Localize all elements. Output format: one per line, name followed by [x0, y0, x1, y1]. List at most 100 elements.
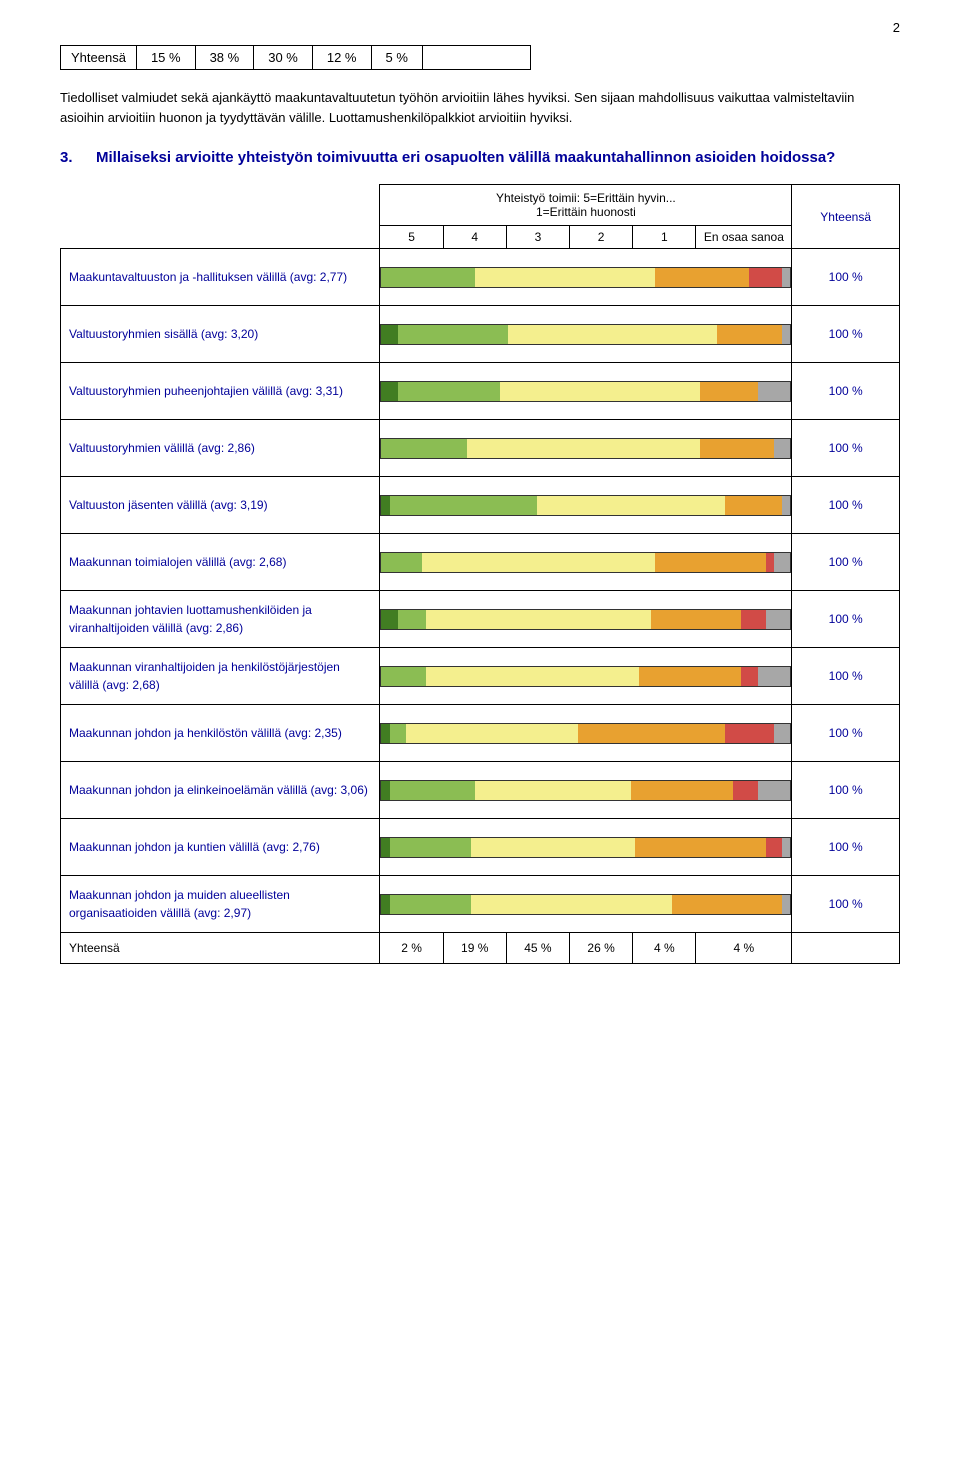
summary-label: Yhteensä [61, 46, 137, 70]
bar-cell [380, 648, 792, 705]
scale-header-line2: 1=Erittäin huonosti [384, 205, 787, 219]
row-label: Valtuustoryhmien välillä (avg: 2,86) [61, 420, 380, 477]
row-label: Maakunnan johtavien luottamushenkilöiden… [61, 591, 380, 648]
row-total: 100 % [792, 648, 900, 705]
total-header: Yhteensä [792, 185, 900, 249]
table-row: Maakunnan toimialojen välillä (avg: 2,68… [61, 534, 900, 591]
table-row: Maakunnan johtavien luottamushenkilöiden… [61, 591, 900, 648]
bar-segment [741, 667, 757, 686]
bar-segment [578, 724, 725, 743]
bar-segment [782, 838, 790, 857]
bar-segment [655, 268, 749, 287]
bar-segment [475, 268, 655, 287]
table-row: Maakunnan johdon ja muiden alueellisten … [61, 876, 900, 933]
question-text: Millaiseksi arvioitte yhteistyön toimivu… [96, 149, 900, 166]
bar-segment [398, 610, 427, 629]
bar-segment [381, 268, 475, 287]
bar-segment [733, 781, 758, 800]
table-row: Valtuustoryhmien puheenjohtajien välillä… [61, 363, 900, 420]
bar-segment [426, 610, 651, 629]
question-number: 3. [60, 149, 96, 166]
bar-cell [380, 534, 792, 591]
bar-segment [398, 325, 508, 344]
bar-segment [782, 895, 790, 914]
bar-segment [390, 895, 472, 914]
bar-segment [381, 496, 389, 515]
totals-cell: 2 % [380, 933, 443, 964]
bar-segment [655, 553, 765, 572]
bar-segment [422, 553, 655, 572]
bar-segment [381, 610, 397, 629]
main-table: Yhteistyö toimii: 5=Erittäin hyvin... 1=… [60, 184, 900, 964]
bar-segment [381, 667, 426, 686]
bar-segment [758, 781, 791, 800]
totals-cell: 4 % [633, 933, 696, 964]
row-total: 100 % [792, 249, 900, 306]
question-heading: 3. Millaiseksi arvioitte yhteistyön toim… [60, 149, 900, 166]
bar-segment [631, 781, 733, 800]
table-row: Valtuuston jäsenten välillä (avg: 3,19) 1… [61, 477, 900, 534]
bar-segment [381, 724, 389, 743]
row-total: 100 % [792, 876, 900, 933]
row-total: 100 % [792, 306, 900, 363]
bar-cell [380, 249, 792, 306]
bar-segment [639, 667, 741, 686]
row-label: Valtuustoryhmien sisällä (avg: 3,20) [61, 306, 380, 363]
bar-segment [390, 496, 537, 515]
row-label: Valtuustoryhmien puheenjohtajien välillä… [61, 363, 380, 420]
table-row: Maakunnan johdon ja kuntien välillä (avg… [61, 819, 900, 876]
row-label: Maakunnan johdon ja henkilöstön välillä … [61, 705, 380, 762]
summary-cell: 15 % [136, 46, 195, 70]
bar-cell [380, 363, 792, 420]
bar-segment [766, 610, 791, 629]
bar-segment [651, 610, 741, 629]
bar-segment [471, 838, 635, 857]
bar-segment [390, 781, 476, 800]
bar-cell [380, 705, 792, 762]
table-row: Maakuntavaltuuston ja -hallituksen välil… [61, 249, 900, 306]
row-total: 100 % [792, 591, 900, 648]
bar-segment [471, 895, 671, 914]
summary-cell: 38 % [195, 46, 254, 70]
bar-segment [467, 439, 700, 458]
bar-segment [758, 667, 791, 686]
table-row: Maakunnan johdon ja elinkeinoelämän väli… [61, 762, 900, 819]
row-label: Maakunnan toimialojen välillä (avg: 2,68… [61, 534, 380, 591]
bar-segment [381, 382, 397, 401]
table-row: Maakunnan viranhaltijoiden ja henkilöstö… [61, 648, 900, 705]
bar-segment [381, 553, 422, 572]
bar-segment [782, 325, 790, 344]
bar-segment [725, 496, 782, 515]
totals-label: Yhteensä [61, 933, 380, 964]
scale-3: 3 [506, 226, 569, 249]
summary-cell: 30 % [254, 46, 313, 70]
row-label: Maakunnan viranhaltijoiden ja henkilöstö… [61, 648, 380, 705]
bar-cell [380, 306, 792, 363]
bar-segment [381, 325, 397, 344]
bar-cell [380, 876, 792, 933]
bar-segment [406, 724, 578, 743]
bar-cell [380, 819, 792, 876]
bar-segment [725, 724, 774, 743]
row-total: 100 % [792, 420, 900, 477]
table-row: Yhteensä 15 % 38 % 30 % 12 % 5 % [61, 46, 531, 70]
totals-cell: 26 % [570, 933, 633, 964]
totals-row: Yhteensä 2 % 19 % 45 % 26 % 4 % 4 % [61, 933, 900, 964]
bar-cell [380, 591, 792, 648]
bar-segment [774, 439, 790, 458]
bar-cell [380, 477, 792, 534]
scale-4: 4 [443, 226, 506, 249]
bar-segment [398, 382, 500, 401]
row-label: Valtuuston jäsenten välillä (avg: 3,19) [61, 477, 380, 534]
table-row: Valtuustoryhmien sisällä (avg: 3,20) 100 … [61, 306, 900, 363]
scale-2: 2 [570, 226, 633, 249]
bar-segment [381, 781, 389, 800]
bar-segment [766, 553, 774, 572]
bar-segment [774, 724, 790, 743]
bar-segment [782, 268, 790, 287]
bar-segment [758, 382, 791, 401]
row-total: 100 % [792, 477, 900, 534]
bar-segment [390, 724, 406, 743]
row-total: 100 % [792, 363, 900, 420]
scale-header: Yhteistyö toimii: 5=Erittäin hyvin... 1=… [380, 185, 792, 226]
